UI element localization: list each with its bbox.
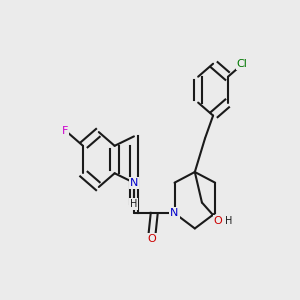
Text: O: O (214, 216, 223, 226)
Text: H: H (130, 199, 138, 209)
Text: N: N (130, 178, 138, 188)
Text: N: N (170, 208, 179, 218)
Text: O: O (147, 234, 156, 244)
Text: Cl: Cl (237, 59, 248, 70)
Text: F: F (62, 126, 69, 136)
Text: H: H (225, 216, 233, 226)
